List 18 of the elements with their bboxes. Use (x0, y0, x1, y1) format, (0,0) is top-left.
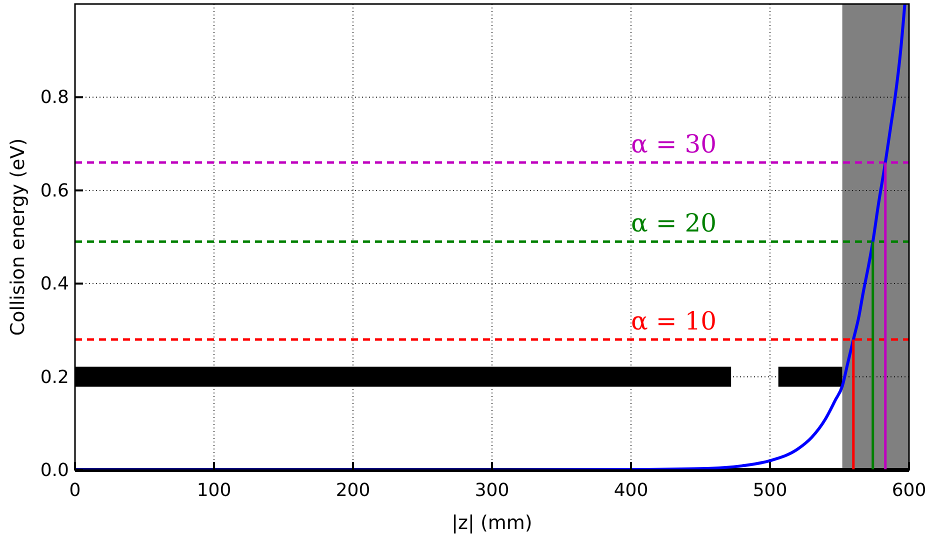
annotation: α = 30 (631, 129, 717, 158)
y-tick-label: 0.4 (40, 274, 69, 295)
x-tick-label: 500 (752, 480, 788, 501)
y-tick-label: 0.0 (40, 460, 69, 481)
x-tick-label: 300 (474, 480, 510, 501)
annotation: α = 10 (631, 306, 717, 336)
x-axis-title: |z| (mm) (452, 512, 532, 534)
x-tick-label: 400 (614, 480, 648, 501)
y-axis-title: Collision energy (eV) (7, 138, 29, 336)
line-series (75, 4, 906, 470)
y-tick-label: 0.2 (40, 366, 69, 388)
y-tick-label: 0.6 (40, 180, 69, 202)
x-tick-label: 100 (196, 480, 232, 501)
x-tick-label: 0 (69, 480, 81, 501)
annotation: α = 20 (631, 208, 717, 238)
x-tick-label: 200 (336, 480, 370, 501)
y-tick-label: 0.8 (40, 87, 69, 108)
x-tick-label: 600 (892, 480, 926, 501)
